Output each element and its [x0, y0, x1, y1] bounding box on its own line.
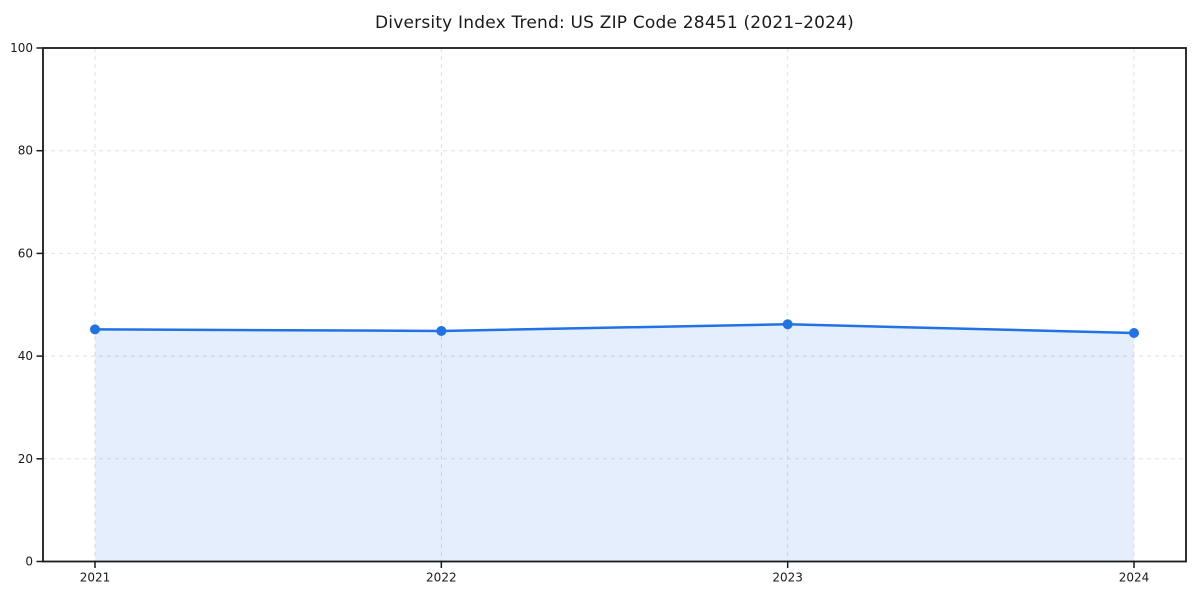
data-point-2022	[436, 325, 447, 336]
data-point-2024	[1129, 327, 1139, 338]
y-tick-label: 100	[10, 41, 33, 55]
x-tick-label: 2024	[1119, 571, 1150, 585]
y-tick-label: 20	[18, 452, 33, 466]
data-point-2023	[782, 319, 793, 330]
chart-title: Diversity Index Trend: US ZIP Code 28451…	[375, 13, 854, 33]
trend-line	[93, 323, 1136, 335]
y-tick-label: 80	[18, 144, 33, 158]
plot-border	[42, 47, 1187, 563]
x-tick-label: 2021	[80, 571, 111, 585]
x-tick-label: 2023	[772, 571, 803, 585]
y-tick-label: 0	[25, 555, 33, 569]
y-tick-label: 40	[18, 349, 33, 363]
y-tick-label: 60	[18, 246, 33, 260]
area-fill	[95, 324, 1134, 562]
x-tick-label: 2022	[426, 571, 457, 585]
data-point-2021	[90, 324, 100, 335]
